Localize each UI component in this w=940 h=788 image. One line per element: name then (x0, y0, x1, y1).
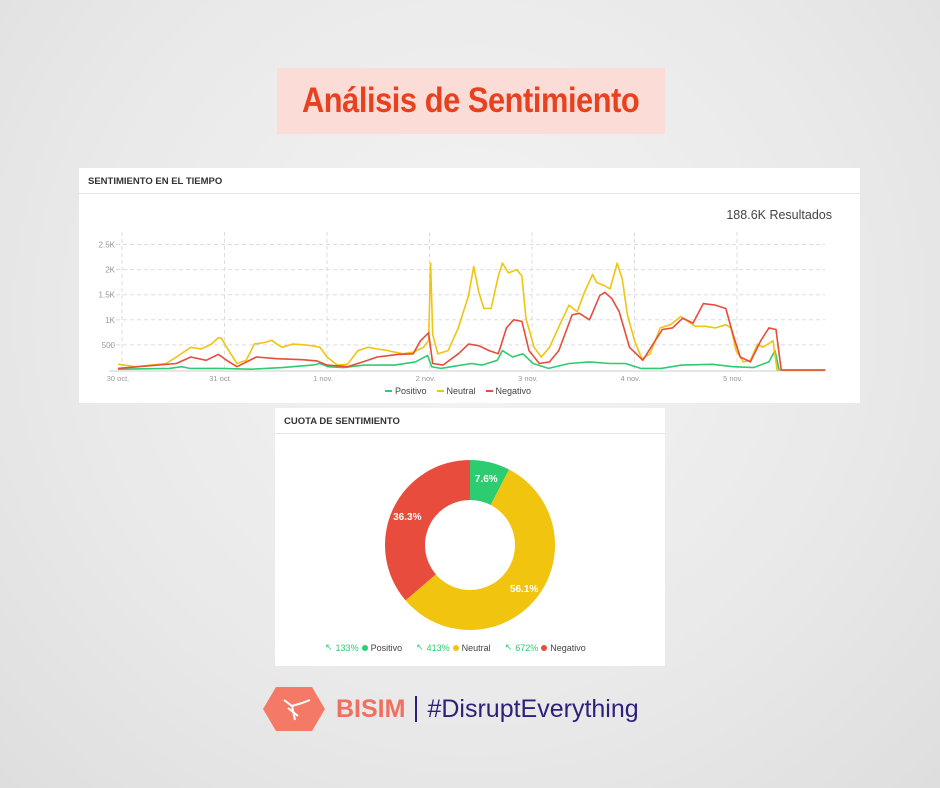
brand-name: BISIM (336, 694, 406, 723)
title-banner: Análisis de Sentimiento (277, 68, 665, 134)
divider (275, 433, 665, 434)
legend-label: Positivo (370, 642, 403, 653)
legend-item-neutral[interactable]: Neutral (436, 386, 476, 396)
x-tick-label: 3 nov. (518, 374, 538, 383)
legend-item-positivo[interactable]: Positivo (385, 386, 427, 396)
donut-chart: 7.6% 56.1% 36.3% (384, 460, 556, 631)
share-legend: ↖ 133% Positivo ↖ 413% Neutral ↖ 672% Negativ… (325, 642, 586, 653)
bisim-logo-icon (263, 687, 325, 731)
x-tick-label: 4 nov. (621, 374, 641, 383)
divider (79, 193, 860, 194)
series-line-negativo (117, 291, 826, 371)
separator (415, 696, 418, 722)
change-percent: 413% (426, 642, 450, 653)
legend-item-negativo[interactable]: Negativo (485, 386, 532, 396)
y-tick-label: 1.5K (99, 291, 116, 300)
share-panel: CUOTA DE SENTIMIENTO 7.6% 56.1% 36.3% ↖ 133… (275, 408, 665, 666)
slice-label: 56.1% (510, 584, 538, 595)
legend-label: Neutral (446, 386, 476, 396)
line-legend: Positivo Neutral Negativo (385, 386, 531, 396)
legend-swatch (436, 390, 444, 392)
donut-slice-neutral[interactable] (405, 469, 556, 631)
change-percent: 133% (335, 642, 359, 653)
legend-dot (452, 644, 459, 651)
x-tick-label: 5 nov. (723, 374, 743, 383)
trend-up-icon: ↖ (416, 642, 424, 652)
change-percent: 672% (515, 642, 539, 653)
donut-slice-negativo[interactable] (384, 460, 470, 601)
timeline-title: SENTIMIENTO EN EL TIEMPO (88, 176, 223, 187)
y-tick-label: 2K (105, 266, 115, 275)
timeline-panel: SENTIMIENTO EN EL TIEMPO 188.6K Resultad… (79, 168, 860, 403)
x-tick-label: 30 oct. (107, 374, 130, 383)
slice-label: 7.6% (475, 474, 498, 485)
line-chart: 500 1K 1.5K 2K 2.5K 30 oct. 31 oct. 1 nov. 2 nov… (99, 231, 826, 383)
y-tick-label: 500 (102, 341, 116, 350)
legend-swatch (385, 390, 392, 392)
slice-label: 36.3% (393, 512, 421, 523)
trend-up-icon: ↖ (325, 642, 333, 652)
legend-label: Neutral (461, 642, 491, 653)
x-tick-label: 1 nov. (313, 374, 333, 383)
series-line-positivo (117, 349, 826, 371)
legend-label: Negativo (495, 386, 532, 396)
trend-up-icon: ↖ (504, 642, 513, 652)
share-title: CUOTA DE SENTIMIENTO (284, 416, 400, 427)
legend-dot (361, 644, 368, 651)
legend-label: Positivo (395, 386, 427, 396)
tagline: #DisruptEverything (427, 694, 639, 723)
legend-dot (541, 644, 548, 651)
legend-item-neutral[interactable]: ↖ 413% Neutral (416, 642, 491, 653)
x-tick-label: 31 oct. (209, 374, 232, 383)
footer: BISIM #DisruptEverything (262, 686, 639, 732)
y-tick-label: 1K (105, 316, 115, 325)
donut-slice-positivo[interactable] (470, 460, 510, 506)
legend-swatch (485, 390, 493, 392)
results-count: 188.6K Resultados (726, 208, 832, 222)
y-tick-label: 2.5K (99, 241, 116, 250)
page-title: Análisis de Sentimiento (302, 81, 640, 120)
legend-item-positivo[interactable]: ↖ 133% Positivo (325, 642, 402, 653)
legend-item-negativo[interactable]: ↖ 672% Negativo (505, 642, 586, 653)
legend-label: Negativo (550, 642, 586, 653)
x-tick-label: 2 nov. (416, 374, 436, 383)
